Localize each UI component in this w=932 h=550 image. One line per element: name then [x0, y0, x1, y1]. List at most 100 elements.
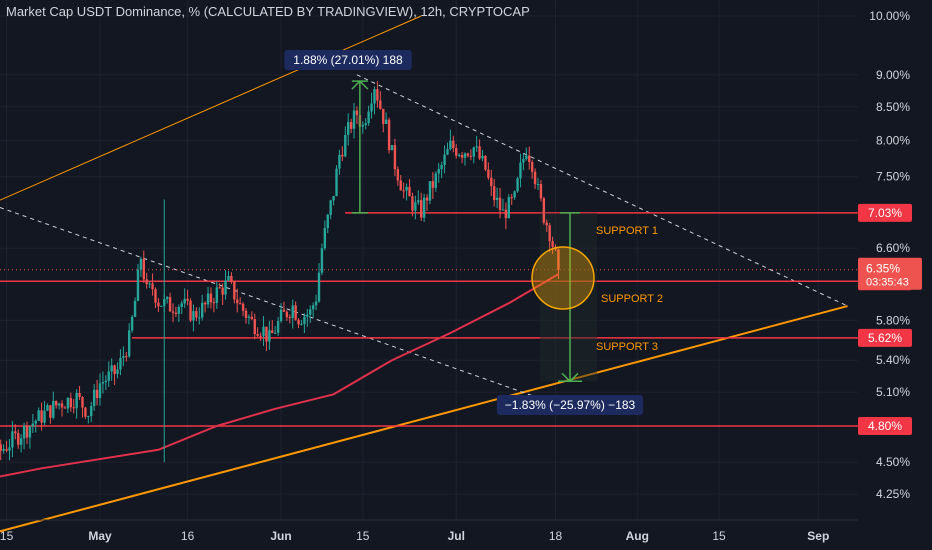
price-tick-label: 7.50% [876, 170, 910, 184]
candle-body [206, 293, 210, 305]
candle-body [19, 438, 23, 445]
candle-body [52, 400, 55, 418]
moving-average [0, 273, 559, 478]
candle-body [425, 197, 429, 201]
candle-body [174, 312, 178, 314]
candle-body [320, 248, 324, 273]
candle-body [151, 283, 154, 290]
candle-body [177, 306, 181, 314]
candle-body [72, 407, 75, 409]
candle-body [466, 153, 470, 156]
candle-body [469, 155, 473, 157]
candle-body [379, 100, 382, 109]
candle-body [452, 140, 455, 149]
candle-body [361, 125, 364, 127]
candle-body [5, 449, 8, 451]
price-axis: 10.00% 9.00% 8.50% 8.00% 7.50% 6.60% 5.80% 5.40… [858, 9, 922, 501]
candle-body [46, 405, 49, 411]
support-note: SUPPORT 3 [596, 341, 658, 353]
candle-body [551, 241, 554, 247]
candle-body [195, 311, 198, 318]
candle-body [291, 305, 294, 318]
candle-body [501, 209, 505, 211]
current-price-tag [858, 257, 922, 290]
moving-average-line [0, 273, 559, 478]
measure-up-head [351, 80, 369, 90]
price-tick-label: 5.80% [876, 313, 910, 327]
candle-body [57, 403, 61, 406]
candle-body [422, 197, 426, 218]
candle-body [443, 154, 446, 165]
dashed-lower-line [0, 206, 539, 399]
time-tick-label: Aug [626, 529, 649, 543]
candle-body [282, 309, 286, 312]
candle-body [472, 147, 475, 157]
candle-body [487, 169, 490, 178]
candle-body [2, 449, 5, 451]
candle-body [55, 400, 58, 406]
candle-body [396, 169, 400, 181]
candle-body [335, 168, 338, 197]
candle-body [49, 405, 52, 418]
candle-body [265, 326, 268, 342]
candle-body [145, 279, 148, 285]
candle-body [455, 148, 458, 156]
candle-body [157, 302, 160, 307]
time-tick-label: Jul [448, 529, 465, 543]
candle-body [420, 200, 423, 218]
candle-body [329, 200, 332, 215]
candle-body [376, 89, 379, 101]
candle-body [498, 197, 502, 211]
candle-body [297, 319, 300, 325]
candle-body [227, 275, 230, 281]
candle-body [344, 134, 347, 157]
candle-body [484, 155, 487, 170]
candle-body [311, 305, 315, 310]
candle-body [160, 305, 163, 307]
candle-body [490, 177, 493, 187]
candle-body [463, 153, 467, 158]
candle-body [113, 365, 116, 374]
candle-body [373, 89, 376, 104]
candle-body [119, 357, 122, 370]
time-tick-label: May [88, 529, 112, 543]
candle-body [81, 397, 84, 408]
candle-body [338, 154, 341, 169]
candle-body [40, 410, 43, 423]
candle-body [528, 155, 531, 163]
candle-body [533, 171, 537, 185]
candle-body [148, 283, 151, 285]
candle-body [309, 309, 312, 315]
highlight-circle [531, 246, 595, 310]
candle-body [536, 184, 540, 186]
candle-body [431, 181, 435, 188]
chart-title: Market Cap USDT Dominance, % (CALCULATED… [6, 4, 530, 19]
time-tick-label: 16 [181, 529, 195, 543]
candle-body [165, 297, 169, 299]
candle-body [203, 302, 207, 305]
candle-body [116, 369, 119, 374]
candle-body [548, 225, 551, 242]
time-tick-label: 15 [356, 529, 370, 543]
candle-body [317, 272, 321, 302]
price-tick-label: 10.00% [869, 9, 910, 23]
level-tag [858, 417, 912, 436]
candle-body [434, 173, 437, 188]
candle-body [460, 155, 464, 158]
candle-body [230, 275, 233, 282]
candle-body [504, 209, 508, 219]
candle-body [513, 191, 516, 198]
candle-body [31, 423, 35, 427]
candle-body [539, 184, 543, 199]
time-tick-label: Jun [270, 529, 291, 543]
candle-body [285, 311, 289, 318]
candle-body [493, 186, 496, 201]
candle-body [303, 316, 306, 324]
annotations: 1.88% (27.01%) 188 −1.83% (−25.97%) −183 S… [284, 50, 663, 415]
price-tick-label: 4.25% [876, 487, 910, 501]
candle-body [101, 382, 105, 384]
candle-body [92, 389, 96, 407]
candle-body [262, 326, 265, 337]
candle-body [186, 298, 189, 301]
